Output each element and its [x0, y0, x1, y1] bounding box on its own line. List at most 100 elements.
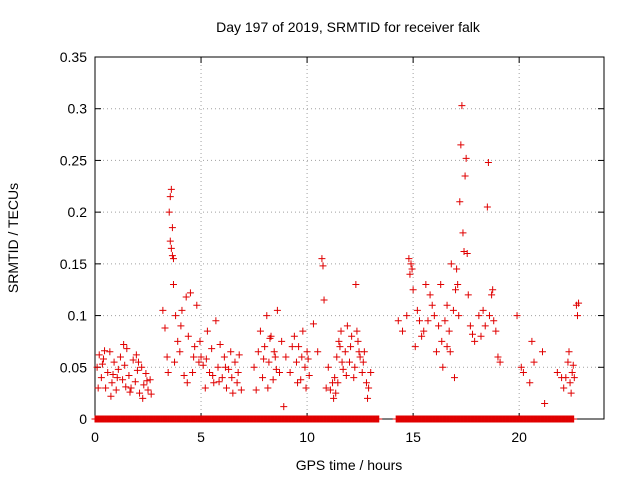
data-point: [337, 327, 345, 335]
axes: 0 0.05 0.1 0.15 0.2 0.25 0.3 0.35 0 5 10 15 20: [60, 49, 605, 445]
data-point: [168, 224, 176, 232]
data-point: [229, 389, 237, 397]
data-point: [415, 317, 423, 325]
data-point: [394, 317, 402, 325]
y-axis-label: SRMTID / TECUs: [5, 183, 21, 293]
data-point: [183, 379, 191, 387]
data-point: [189, 368, 197, 376]
data-point: [147, 390, 155, 398]
y-tick-label: 0.05: [60, 359, 87, 375]
data-point: [479, 306, 487, 314]
data-point: [517, 363, 525, 371]
data-point: [305, 372, 313, 380]
data-point: [411, 343, 419, 351]
data-point: [568, 368, 576, 376]
data-point: [95, 351, 103, 359]
data-point: [569, 361, 577, 369]
data-point: [530, 358, 538, 366]
data-point: [177, 322, 185, 330]
data-point: [295, 343, 303, 351]
data-point: [134, 358, 142, 366]
data-point: [455, 312, 463, 320]
data-point: [94, 384, 102, 392]
data-point: [144, 386, 152, 394]
data-point: [318, 255, 326, 263]
data-point: [456, 198, 464, 206]
data-point: [343, 322, 351, 330]
data-point: [352, 281, 360, 289]
data-point: [93, 363, 101, 371]
data-point: [463, 250, 471, 258]
data-point: [438, 337, 446, 345]
data-point: [422, 281, 430, 289]
data-point: [221, 363, 229, 371]
data-point: [303, 348, 311, 356]
x-axis-label: GPS time / hours: [296, 457, 403, 473]
data-point: [108, 379, 116, 387]
data-point: [250, 363, 258, 371]
data-point: [426, 291, 434, 299]
data-point: [573, 312, 581, 320]
data-point: [348, 332, 356, 340]
data-point: [261, 343, 269, 351]
data-point: [278, 337, 286, 345]
data-point: [445, 327, 453, 335]
data-point: [237, 386, 245, 394]
data-point: [201, 384, 209, 392]
data-point: [462, 154, 470, 162]
data-point: [208, 345, 216, 353]
data-point: [489, 286, 497, 294]
data-point: [184, 332, 192, 340]
data-point: [335, 337, 343, 345]
data-point: [280, 403, 288, 411]
data-point: [302, 384, 310, 392]
data-point: [127, 384, 135, 392]
data-point: [364, 394, 372, 402]
data-point: [197, 353, 205, 361]
data-point: [297, 376, 305, 384]
data-point: [342, 372, 350, 380]
data-point: [453, 265, 461, 273]
data-point: [399, 327, 407, 335]
data-point: [107, 392, 115, 400]
data-point: [475, 312, 483, 320]
data-point: [488, 291, 496, 299]
data-point: [481, 322, 489, 330]
y-tick-label: 0.1: [68, 308, 88, 324]
data-point: [439, 363, 447, 371]
data-point: [161, 324, 169, 332]
data-point: [174, 337, 182, 345]
data-point: [212, 317, 220, 325]
data-points: [91, 102, 583, 423]
data-point: [165, 208, 173, 216]
data-point: [288, 343, 296, 351]
data-point: [365, 384, 373, 392]
data-point: [483, 203, 491, 211]
data-point: [143, 377, 151, 385]
data-point: [218, 374, 226, 382]
data-point: [513, 312, 521, 320]
data-point: [336, 343, 344, 351]
data-point: [167, 185, 175, 193]
data-point: [528, 337, 536, 345]
data-point: [346, 358, 353, 366]
data-point: [252, 386, 260, 394]
y-tick-label: 0.2: [68, 204, 88, 220]
data-point: [464, 291, 472, 299]
y-tick-label: 0.25: [60, 152, 87, 168]
data-point: [485, 312, 493, 320]
data-point: [461, 172, 469, 180]
data-point: [469, 330, 477, 338]
data-point: [265, 358, 273, 366]
data-point: [133, 366, 141, 374]
data-point: [450, 374, 458, 382]
data-point: [131, 378, 139, 386]
zero-point: [375, 415, 383, 423]
data-point: [263, 312, 271, 320]
data-point: [367, 368, 375, 376]
data-point: [260, 355, 268, 363]
y-tick-label: 0.35: [60, 49, 87, 65]
data-point: [454, 281, 462, 289]
